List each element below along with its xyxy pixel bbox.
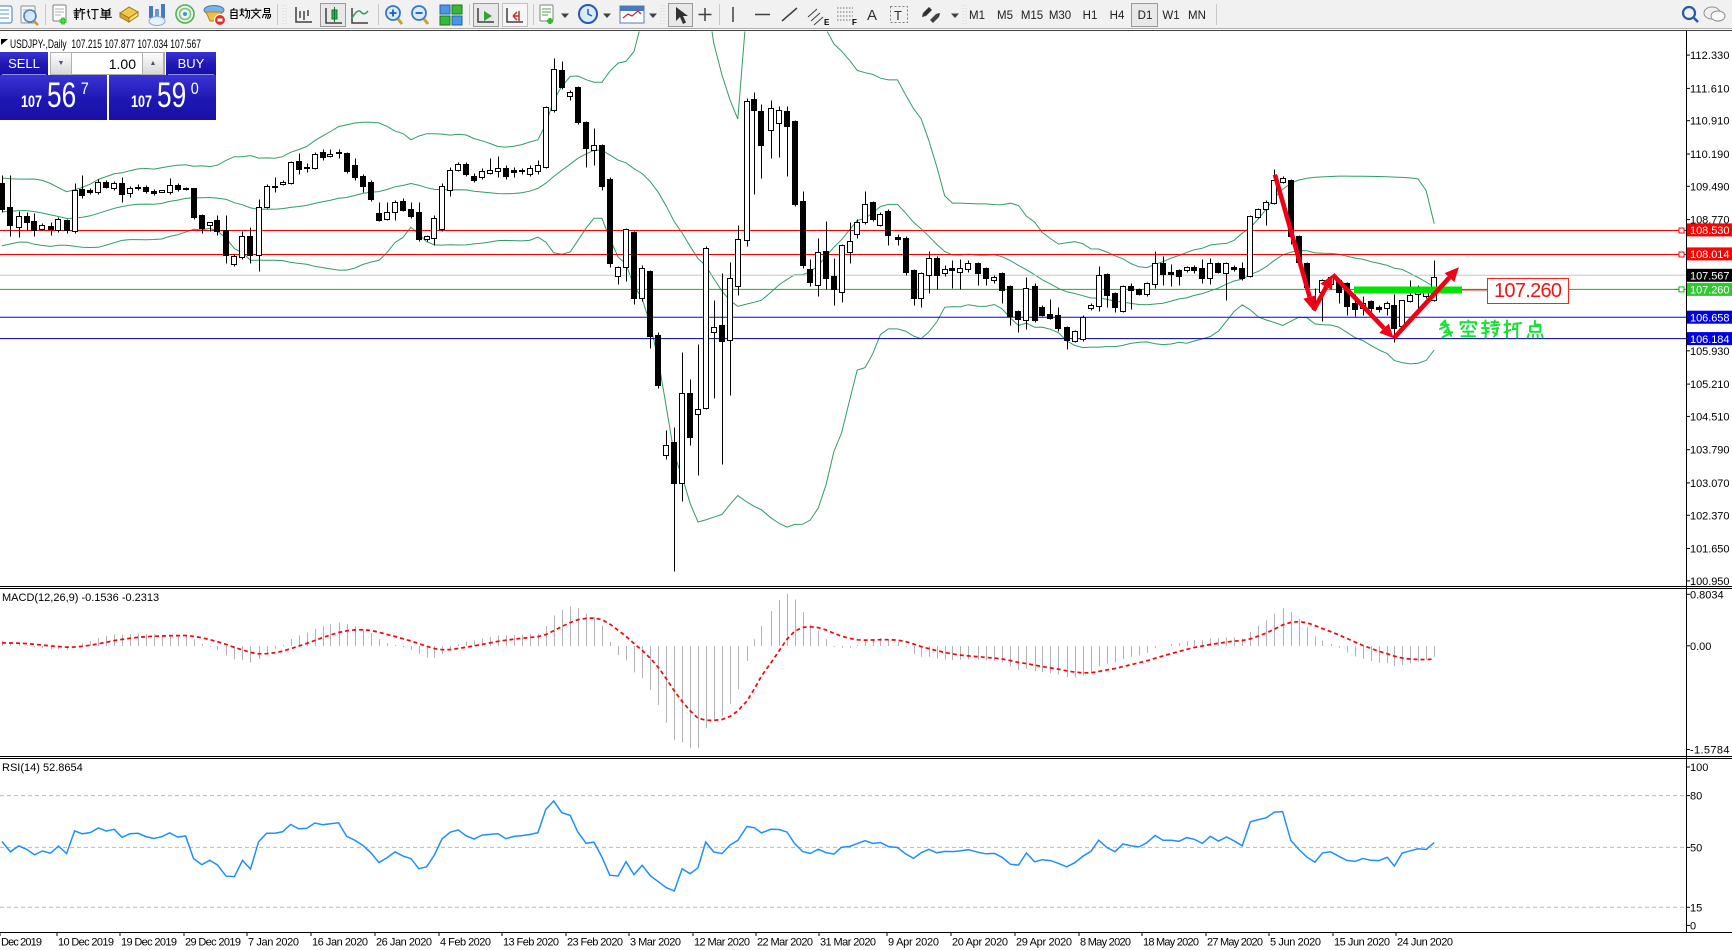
svg-text:M30: M30 bbox=[1049, 10, 1071, 22]
svg-text:0.8034: 0.8034 bbox=[1690, 589, 1724, 601]
svg-text:T: T bbox=[894, 8, 902, 23]
svg-text:22 Mar 2020: 22 Mar 2020 bbox=[757, 937, 813, 949]
svg-text:101.650: 101.650 bbox=[1690, 544, 1730, 556]
svg-text:0: 0 bbox=[1690, 920, 1696, 932]
svg-text:105.930: 105.930 bbox=[1690, 346, 1730, 358]
svg-text:29 Dec 2019: 29 Dec 2019 bbox=[185, 937, 241, 949]
svg-text:M5: M5 bbox=[997, 10, 1013, 22]
svg-text:102.370: 102.370 bbox=[1690, 510, 1730, 522]
svg-text:F: F bbox=[852, 18, 857, 27]
svg-text:9 Apr 2020: 9 Apr 2020 bbox=[888, 937, 939, 949]
svg-text:109.490: 109.490 bbox=[1690, 181, 1730, 193]
svg-text:100.950: 100.950 bbox=[1690, 576, 1730, 588]
svg-text:12 Mar 2020: 12 Mar 2020 bbox=[694, 937, 750, 949]
svg-text:26 Jan 2020: 26 Jan 2020 bbox=[376, 937, 432, 949]
svg-text:M15: M15 bbox=[1021, 10, 1043, 22]
svg-text:108.014: 108.014 bbox=[1690, 249, 1730, 261]
svg-text:0.00: 0.00 bbox=[1690, 641, 1711, 653]
svg-text:107.260: 107.260 bbox=[1494, 280, 1562, 302]
svg-text:24 Jun 2020: 24 Jun 2020 bbox=[1397, 937, 1453, 949]
svg-text:106.184: 106.184 bbox=[1690, 334, 1730, 346]
svg-text:5 Jun 2020: 5 Jun 2020 bbox=[1270, 937, 1321, 949]
svg-text:15: 15 bbox=[1690, 902, 1702, 914]
svg-text:10 Dec 2019: 10 Dec 2019 bbox=[58, 937, 114, 949]
svg-text:E: E bbox=[824, 18, 830, 27]
svg-text:A: A bbox=[867, 7, 877, 24]
svg-text:27 May 2020: 27 May 2020 bbox=[1207, 937, 1263, 949]
svg-text:4 Feb 2020: 4 Feb 2020 bbox=[440, 937, 491, 949]
svg-text:13 Feb 2020: 13 Feb 2020 bbox=[503, 937, 559, 949]
svg-text:8 May 2020: 8 May 2020 bbox=[1080, 937, 1131, 949]
svg-text:3 Mar 2020: 3 Mar 2020 bbox=[630, 937, 681, 949]
svg-text:H4: H4 bbox=[1110, 10, 1125, 22]
svg-text:105.210: 105.210 bbox=[1690, 379, 1730, 391]
svg-text:W1: W1 bbox=[1162, 10, 1179, 22]
svg-text:MACD(12,26,9) -0.1536 -0.2313: MACD(12,26,9) -0.1536 -0.2313 bbox=[2, 592, 159, 604]
svg-text:29 Apr 2020: 29 Apr 2020 bbox=[1016, 937, 1072, 949]
svg-text:H1: H1 bbox=[1083, 10, 1098, 22]
svg-text:100: 100 bbox=[1690, 762, 1708, 774]
svg-text:RSI(14) 52.8654: RSI(14) 52.8654 bbox=[2, 762, 83, 774]
svg-text:80: 80 bbox=[1690, 791, 1702, 803]
svg-text:110.190: 110.190 bbox=[1690, 149, 1730, 161]
svg-text:Dec 2019: Dec 2019 bbox=[1, 937, 42, 949]
svg-text:23 Feb 2020: 23 Feb 2020 bbox=[567, 937, 623, 949]
svg-text:D1: D1 bbox=[1138, 10, 1153, 22]
svg-text:106.658: 106.658 bbox=[1690, 312, 1730, 324]
svg-text:103.790: 103.790 bbox=[1690, 445, 1730, 457]
svg-text:50: 50 bbox=[1690, 842, 1702, 854]
svg-text:107.567: 107.567 bbox=[1690, 271, 1730, 283]
svg-text:MN: MN bbox=[1188, 10, 1206, 22]
svg-text:7 Jan 2020: 7 Jan 2020 bbox=[248, 937, 299, 949]
svg-text:16 Jan 2020: 16 Jan 2020 bbox=[312, 937, 368, 949]
svg-text:-1.5784: -1.5784 bbox=[1690, 745, 1730, 757]
svg-text:19 Dec 2019: 19 Dec 2019 bbox=[121, 937, 177, 949]
svg-text:20 Apr 2020: 20 Apr 2020 bbox=[952, 937, 1008, 949]
svg-text:M1: M1 bbox=[969, 10, 985, 22]
svg-text:104.510: 104.510 bbox=[1690, 411, 1730, 423]
svg-text:107.260: 107.260 bbox=[1690, 285, 1730, 297]
svg-text:18 May 2020: 18 May 2020 bbox=[1143, 937, 1199, 949]
svg-text:15 Jun 2020: 15 Jun 2020 bbox=[1334, 937, 1390, 949]
svg-text:108.530: 108.530 bbox=[1690, 225, 1730, 237]
svg-text:110.910: 110.910 bbox=[1690, 116, 1730, 128]
svg-text:103.070: 103.070 bbox=[1690, 478, 1730, 490]
svg-text:112.330: 112.330 bbox=[1690, 50, 1730, 62]
svg-text:31 Mar 2020: 31 Mar 2020 bbox=[820, 937, 876, 949]
svg-text:111.610: 111.610 bbox=[1690, 83, 1730, 95]
